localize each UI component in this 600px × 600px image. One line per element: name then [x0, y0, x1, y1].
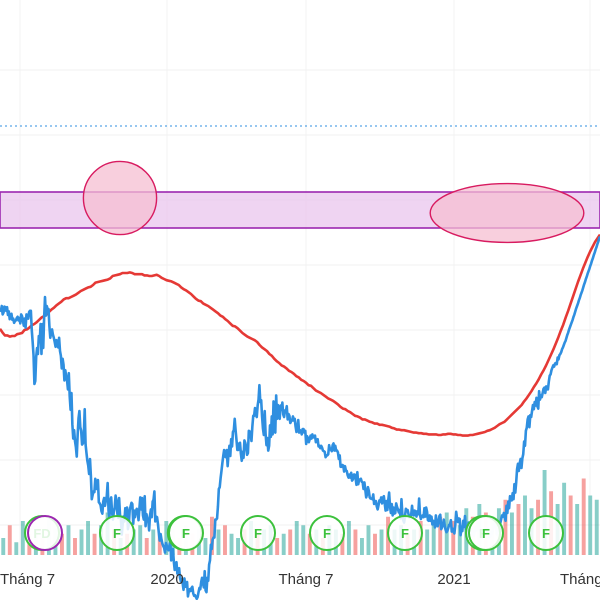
volume-bar: [431, 525, 436, 555]
volume-bar: [379, 529, 384, 555]
event-marker[interactable]: [99, 515, 135, 551]
volume-bar: [562, 482, 567, 555]
volume-bar: [92, 533, 97, 555]
volume-bar: [281, 533, 286, 555]
highlight-ellipse: [429, 182, 585, 244]
volume-bar: [594, 499, 599, 555]
volume-bar: [451, 521, 456, 555]
volume-bar: [340, 533, 345, 555]
volume-bar: [131, 529, 136, 555]
volume-bar: [223, 525, 227, 555]
volume-bar: [164, 521, 169, 555]
x-tick-label: Tháng 7: [0, 571, 55, 588]
volume-bar: [307, 533, 312, 555]
volume-bar: [457, 525, 462, 555]
volume-bar: [86, 521, 90, 555]
event-marker-label: F: [182, 526, 190, 541]
volume-bar: [275, 538, 280, 555]
event-marker[interactable]: [387, 515, 423, 551]
volume-bar: [346, 521, 351, 555]
event-marker-label: F: [542, 526, 550, 541]
x-axis: Tháng 7 2020 Tháng 7 2021 Tháng: [0, 571, 600, 588]
volume-bar: [60, 533, 64, 555]
volume-bar: [294, 521, 299, 555]
volume-bar: [366, 525, 371, 555]
volume-bar: [203, 538, 208, 555]
x-tick-label: Tháng 7: [278, 571, 333, 588]
event-marker-label: F: [323, 526, 331, 541]
highlight-circle: [82, 160, 158, 236]
volume-bar: [510, 512, 514, 555]
volume-bar: [236, 538, 240, 555]
volume-bar: [288, 529, 293, 555]
volume-bar: [144, 538, 149, 555]
x-tick-label: Tháng: [560, 571, 600, 588]
volume-bar: [438, 516, 443, 555]
volume-bar: [523, 495, 527, 555]
event-marker-label: F: [113, 526, 121, 541]
moving-average-line: [0, 233, 600, 437]
volume-bar: [353, 529, 358, 555]
volume-bar: [575, 504, 580, 555]
volume-bar: [79, 529, 84, 555]
volume-bar: [568, 495, 573, 555]
volume-bar: [1, 538, 6, 555]
volume-bar: [444, 512, 449, 555]
volume-bar: [503, 499, 508, 555]
volume-bar: [542, 470, 547, 555]
volume-bar: [373, 533, 377, 555]
volume-bar: [20, 521, 25, 555]
event-markers[interactable]: FDFFFFFFFFF: [24, 515, 564, 551]
volume-bar: [210, 516, 214, 555]
volume-bar: [151, 529, 156, 555]
event-marker[interactable]: [240, 515, 276, 551]
volume-bar: [14, 542, 19, 555]
event-marker[interactable]: [27, 515, 63, 551]
volume-bar: [360, 538, 364, 555]
event-marker-label: F: [254, 526, 262, 541]
volume-bar: [138, 525, 143, 555]
volume-bar: [581, 478, 586, 555]
event-marker[interactable]: [168, 515, 204, 551]
x-tick-label: 2020: [150, 571, 183, 588]
volume-bar: [7, 525, 12, 555]
volume-bar: [216, 529, 221, 555]
event-marker-label: F: [401, 526, 409, 541]
volume-bar: [425, 529, 430, 555]
volume-bar: [229, 533, 234, 555]
event-marker[interactable]: [309, 515, 345, 551]
event-marker[interactable]: [528, 515, 564, 551]
volume-bar: [588, 495, 593, 555]
volume-bar: [73, 538, 77, 555]
volume-bar: [66, 525, 71, 555]
event-marker[interactable]: [468, 515, 504, 551]
x-tick-label: 2021: [437, 571, 470, 588]
volume-bar: [157, 533, 162, 555]
event-marker-label: F: [482, 526, 490, 541]
volume-bar: [301, 525, 306, 555]
volume-bar: [516, 504, 521, 555]
